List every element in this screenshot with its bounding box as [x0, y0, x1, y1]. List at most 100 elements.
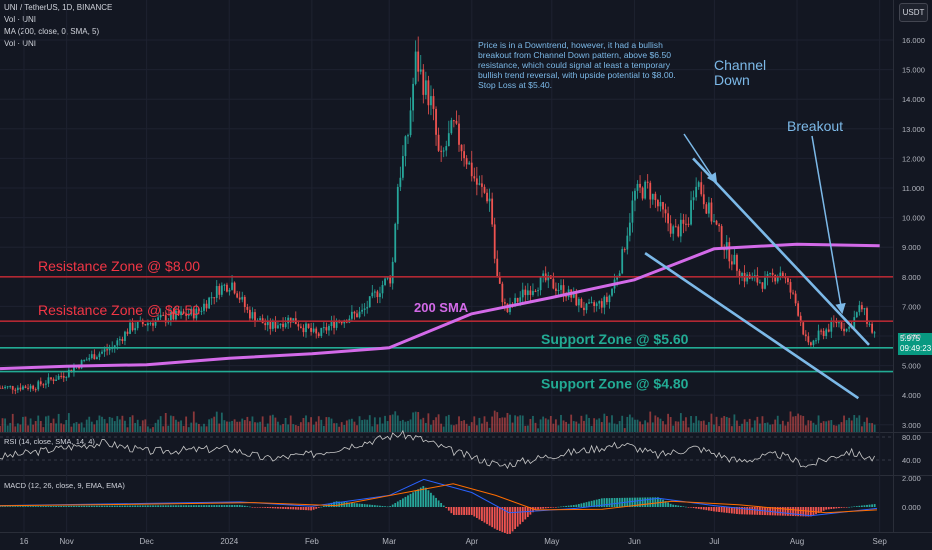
- volume-bar: [29, 418, 32, 432]
- macd-histogram-bar: [198, 505, 200, 507]
- macd-histogram-bar: [710, 507, 713, 511]
- macd-histogram-bar: [70, 505, 73, 507]
- candle-body: [213, 297, 216, 299]
- macd-histogram-bar: [718, 507, 720, 512]
- macd-histogram-bar: [236, 505, 239, 507]
- macd-histogram-bar: [419, 487, 422, 507]
- macd-histogram-bar: [516, 507, 519, 527]
- volume-bar: [147, 426, 149, 432]
- candle-body: [152, 323, 154, 326]
- candle-body: [705, 204, 708, 214]
- candle-body: [34, 389, 37, 391]
- candle-body: [812, 340, 815, 346]
- macd-histogram-bar: [733, 507, 736, 514]
- macd-histogram-bar: [567, 505, 570, 507]
- volume-bar: [208, 419, 210, 432]
- candle-body: [251, 312, 254, 319]
- candle-body: [626, 235, 629, 250]
- macd-histogram-bar: [669, 503, 672, 507]
- candle-body: [238, 297, 241, 300]
- candle-body: [351, 311, 353, 319]
- macd-histogram-bar: [657, 497, 659, 507]
- candle-body: [24, 386, 27, 388]
- macd-histogram-bar: [871, 504, 873, 507]
- macd-histogram-bar: [585, 502, 588, 507]
- macd-histogram-bar: [414, 490, 417, 507]
- macd-histogram-bar: [690, 507, 692, 508]
- volume-bar: [442, 426, 445, 432]
- candle-body: [373, 291, 376, 293]
- channel-label-line2: Down: [714, 72, 750, 88]
- candle-body: [289, 317, 292, 323]
- candle-body: [67, 369, 70, 377]
- macd-histogram-bar: [450, 507, 453, 514]
- rsi-label: RSI (14, close, SMA, 14, 4): [4, 437, 95, 446]
- candle-body: [631, 200, 634, 223]
- volume-bar: [65, 419, 68, 432]
- time-tick-label: Nov: [60, 537, 74, 546]
- macd-histogram-bar: [644, 497, 647, 507]
- macd-histogram-bar: [815, 507, 817, 515]
- candle-body: [802, 322, 805, 335]
- candle-body: [440, 150, 443, 152]
- candle-body: [379, 293, 381, 298]
- macd-histogram-bar: [481, 507, 483, 522]
- macd-histogram-bar: [781, 507, 784, 516]
- macd-histogram-bar: [238, 505, 241, 507]
- volume-bar: [213, 416, 216, 432]
- volume-bar: [85, 419, 88, 432]
- macd-histogram-bar: [570, 505, 573, 507]
- macd-histogram-bar: [185, 505, 188, 507]
- volume-bar: [78, 423, 80, 432]
- macd-histogram-bar: [233, 505, 236, 507]
- volume-bar: [322, 426, 325, 432]
- macd-histogram-bar: [80, 505, 83, 507]
- macd-histogram-bar: [848, 506, 851, 508]
- volume-bar: [621, 415, 624, 432]
- volume-bar: [353, 421, 356, 432]
- currency-badge[interactable]: USDT: [899, 3, 928, 22]
- candle-body: [753, 275, 756, 277]
- candle-body: [116, 340, 119, 346]
- candle-body: [866, 308, 868, 324]
- candle-body: [664, 209, 667, 214]
- macd-histogram-bar: [353, 503, 356, 507]
- volume-bar: [483, 416, 486, 432]
- macd-histogram-bar: [289, 507, 292, 510]
- volume-bar: [496, 412, 499, 432]
- volume-bar: [80, 422, 83, 432]
- volume-bar: [164, 412, 167, 432]
- candle-body: [585, 303, 588, 311]
- candle-body: [702, 194, 705, 205]
- candle-body: [157, 317, 159, 321]
- volume-bar: [315, 421, 318, 432]
- volume-bar: [284, 417, 287, 432]
- macd-histogram-bar: [542, 507, 545, 509]
- volume-bar: [521, 415, 524, 432]
- candle-body: [320, 327, 323, 336]
- macd-histogram-bar: [317, 507, 320, 508]
- volume-bar: [766, 422, 769, 432]
- candle-body: [708, 202, 710, 214]
- volume-bar: [565, 421, 567, 432]
- volume-bar: [16, 423, 19, 432]
- volume-bar: [845, 420, 848, 432]
- macd-histogram-bar: [141, 505, 144, 507]
- volume-bar: [348, 419, 351, 432]
- candle-body: [192, 308, 195, 319]
- volume-bar: [667, 413, 669, 432]
- candle-body: [692, 197, 695, 201]
- candle-body: [840, 322, 843, 329]
- volume-bar: [810, 420, 812, 432]
- volume-bar: [103, 419, 106, 432]
- candle-body: [208, 297, 210, 309]
- candle-body: [333, 320, 335, 328]
- macd-histogram-bar: [751, 507, 754, 515]
- macd-histogram-bar: [692, 507, 695, 509]
- volume-bar: [544, 418, 547, 432]
- macd-histogram-bar: [19, 506, 22, 507]
- candle-body: [718, 224, 720, 227]
- macd-histogram-bar: [606, 498, 608, 507]
- candle-body: [804, 334, 807, 337]
